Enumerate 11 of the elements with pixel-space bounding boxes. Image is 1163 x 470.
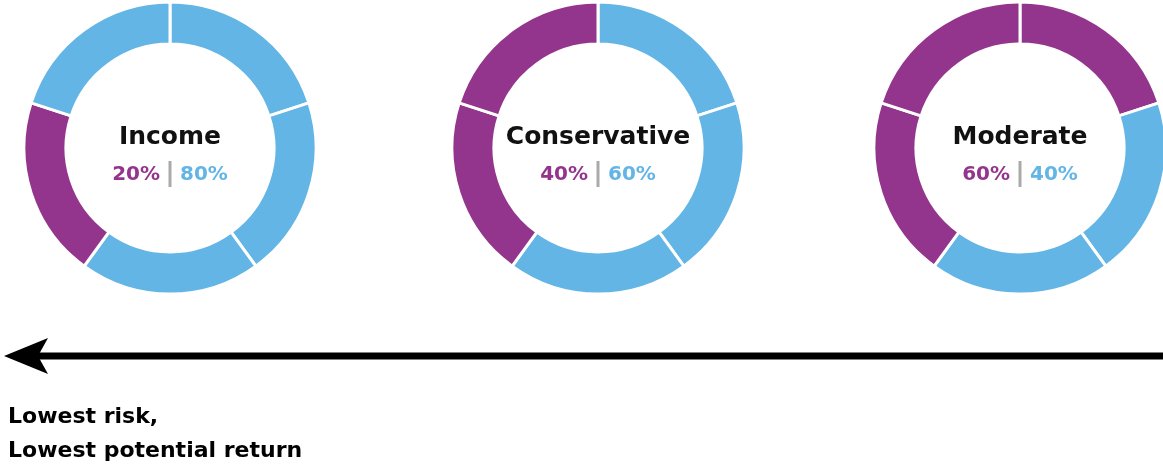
- text: 20%: [112, 161, 160, 185]
- text: 40%: [1030, 161, 1078, 185]
- text: 60%: [962, 161, 1010, 185]
- text: Moderate: [952, 121, 1088, 150]
- text: 80%: [180, 161, 228, 185]
- text: 60%: [608, 161, 656, 185]
- text: Lowest risk,: [8, 403, 159, 428]
- text: Income: [118, 121, 222, 150]
- text: Conservative: [505, 121, 691, 150]
- text: Lowest potential return: [8, 437, 303, 462]
- text: 40%: [540, 161, 588, 185]
